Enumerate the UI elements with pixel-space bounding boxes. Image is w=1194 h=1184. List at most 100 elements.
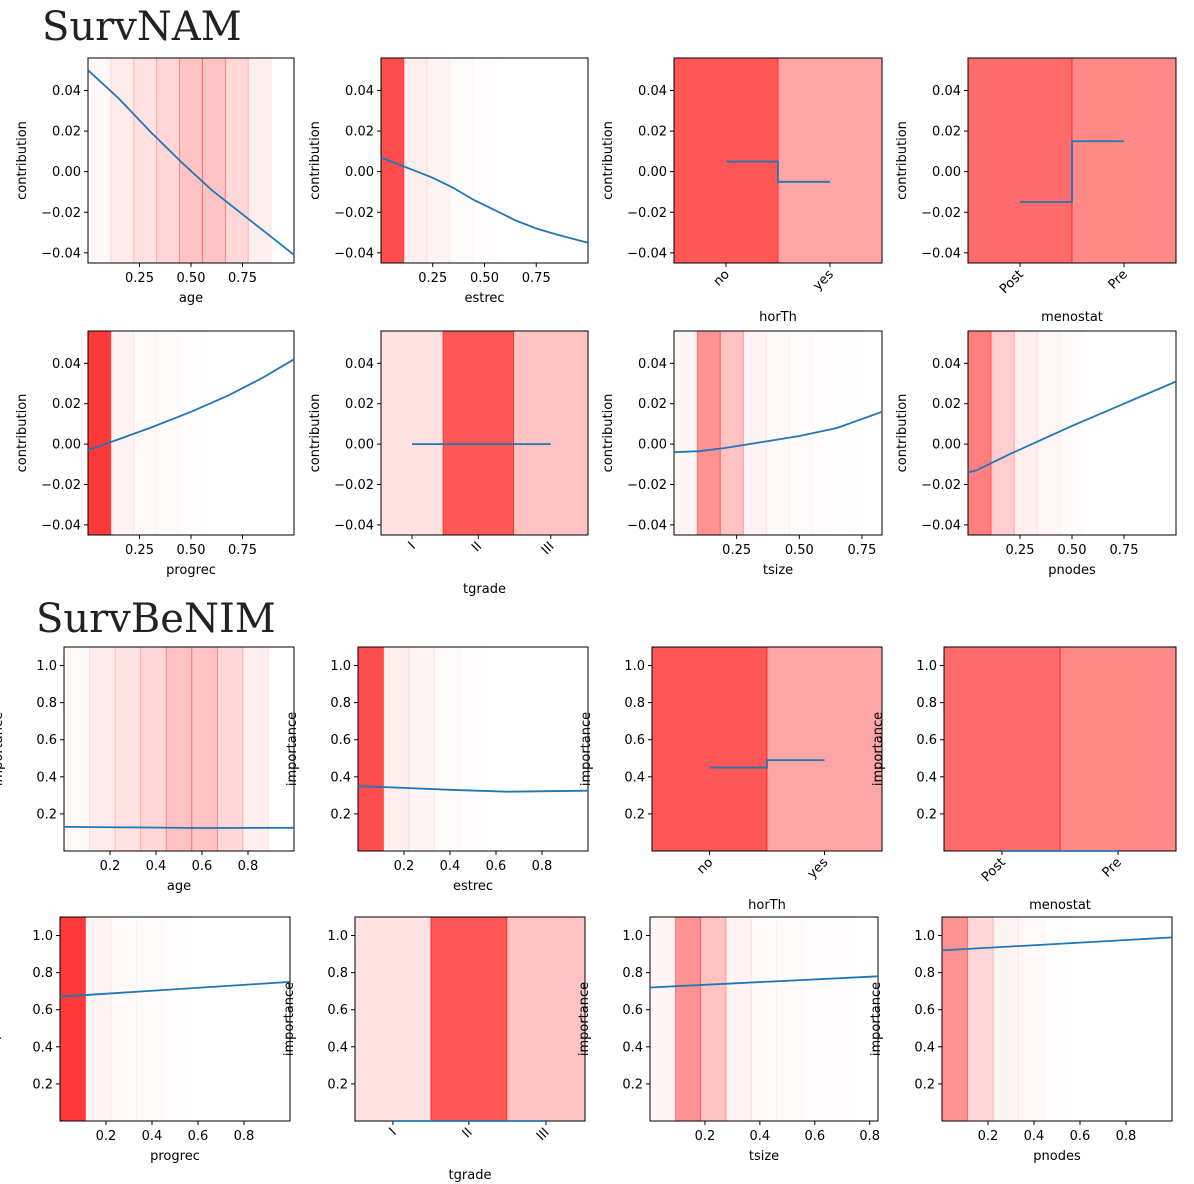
band-age	[165, 646, 193, 852]
band-tsize	[719, 330, 744, 536]
band-pnodes	[967, 330, 992, 536]
band-tsize	[766, 331, 789, 535]
y-axis-label: importance	[869, 982, 884, 1056]
series-line-menostat	[1020, 140, 1124, 204]
band-progrec	[157, 331, 180, 535]
xtick-label: 0.8	[532, 859, 553, 874]
series-line-age	[63, 826, 295, 829]
band-age	[110, 57, 135, 264]
band-menostat-Post	[943, 646, 1061, 852]
ytick-label: −0.04	[627, 518, 667, 533]
ytick-label: 0.8	[914, 966, 935, 981]
xtick-label: 0.75	[228, 271, 257, 286]
ytick-label: 0.02	[932, 125, 961, 140]
band-tsize	[802, 917, 827, 1121]
band-age	[191, 646, 218, 852]
y-axis-label: contribution	[601, 394, 616, 473]
ytick-label: −0.04	[334, 246, 374, 261]
xtick-label: 0.6	[486, 859, 507, 874]
band-pnodes	[1044, 917, 1070, 1121]
ytick-label: 0.00	[932, 438, 961, 453]
band-age	[140, 646, 167, 852]
ytick-label: 0.02	[52, 397, 81, 412]
band-progrec	[85, 916, 112, 1122]
series-line-estrec	[357, 785, 589, 793]
ytick-label: −0.02	[627, 478, 667, 493]
axes-frame	[380, 330, 589, 536]
ytick-label: 0.04	[932, 357, 961, 372]
ytick-label: 0.6	[32, 1003, 53, 1018]
xtick-label: 0.6	[1070, 1129, 1091, 1144]
ytick-label: 0.02	[52, 125, 81, 140]
subplot-menostat-1: 0.2 0.4 0.6 0.8 1.0 importance Post Pre menostat	[871, 646, 1177, 913]
ytick-label: −0.02	[41, 206, 81, 221]
band-horTh-no	[651, 646, 768, 852]
ytick-label: 0.6	[330, 733, 351, 748]
xtick-label: 0.50	[1058, 543, 1087, 558]
ytick-label: 0.02	[932, 397, 961, 412]
section-title-survnam: SurvNAM	[42, 4, 242, 50]
ytick-label: 0.8	[32, 966, 53, 981]
xtick-label: 0.25	[1006, 543, 1035, 558]
ytick-label: −0.04	[41, 518, 81, 533]
xtick-label-II: II	[460, 1125, 476, 1141]
band-tsize	[649, 916, 676, 1122]
y-axis-label: contribution	[601, 121, 616, 200]
subplot-progrec-1: 0.2 0.4 0.6 0.8 1.0 importance 0.2 0.4 0.6 0.8 pro…	[0, 916, 291, 1164]
xtick-label-Pre: Pre	[1100, 855, 1125, 880]
band-tsize	[827, 917, 852, 1121]
xtick-label: 0.25	[722, 543, 751, 558]
x-axis-label: horTh	[748, 898, 786, 913]
xtick-label: 0.4	[1024, 1129, 1045, 1144]
series-line-pnodes	[941, 936, 1173, 952]
xtick-label: 0.50	[177, 543, 206, 558]
xtick-label: 0.4	[142, 1129, 163, 1144]
ytick-label: 0.4	[330, 770, 351, 785]
xtick-label: 0.25	[125, 543, 154, 558]
band-tsize	[674, 916, 702, 1122]
ytick-label: −0.04	[334, 518, 374, 533]
xtick-label: 0.8	[234, 1129, 255, 1144]
band-pnodes	[1060, 331, 1083, 535]
band-tsize	[673, 330, 698, 536]
xtick-label: 0.4	[750, 1129, 771, 1144]
xtick-label: 0.75	[522, 271, 551, 286]
ytick-label: 0.2	[330, 807, 351, 822]
ytick-label: 1.0	[327, 929, 348, 944]
axes-frame	[651, 646, 883, 852]
series-line-progrec	[87, 358, 295, 452]
axes-frame	[941, 916, 1173, 1122]
xtick-label: 0.4	[440, 859, 461, 874]
series-line-horTh	[709, 759, 825, 769]
band-estrec	[473, 58, 496, 263]
ytick-label: 0.6	[327, 1003, 348, 1018]
band-age	[247, 57, 272, 264]
band-menostat-Post	[967, 57, 1073, 264]
ytick-label: 0.00	[345, 438, 374, 453]
band-age	[64, 647, 90, 851]
y-axis-label: contribution	[895, 394, 910, 473]
band-pnodes	[941, 916, 968, 1122]
band-estrec	[460, 647, 486, 851]
subplot-progrec-0: −0.04 −0.02 0.00 0.02 0.04 contribution 0.25 0.…	[15, 330, 295, 578]
ytick-label: −0.02	[334, 206, 374, 221]
axes-frame	[967, 57, 1177, 264]
ytick-label: 0.04	[345, 84, 374, 99]
band-tsize	[700, 916, 727, 1122]
ytick-label: −0.04	[41, 246, 81, 261]
x-axis-label: tgrade	[449, 1168, 492, 1183]
ytick-label: 0.8	[330, 696, 351, 711]
series-line-age	[87, 69, 295, 256]
band-tgrade-II	[442, 330, 514, 536]
band-menostat-Pre	[1071, 57, 1177, 264]
ytick-label: 0.02	[345, 397, 374, 412]
band-progrec	[59, 916, 86, 1122]
band-horTh-no	[673, 57, 779, 264]
band-estrec	[380, 57, 405, 264]
xtick-label: 0.25	[418, 271, 447, 286]
ytick-label: 0.8	[916, 696, 937, 711]
ytick-label: 1.0	[622, 929, 643, 944]
